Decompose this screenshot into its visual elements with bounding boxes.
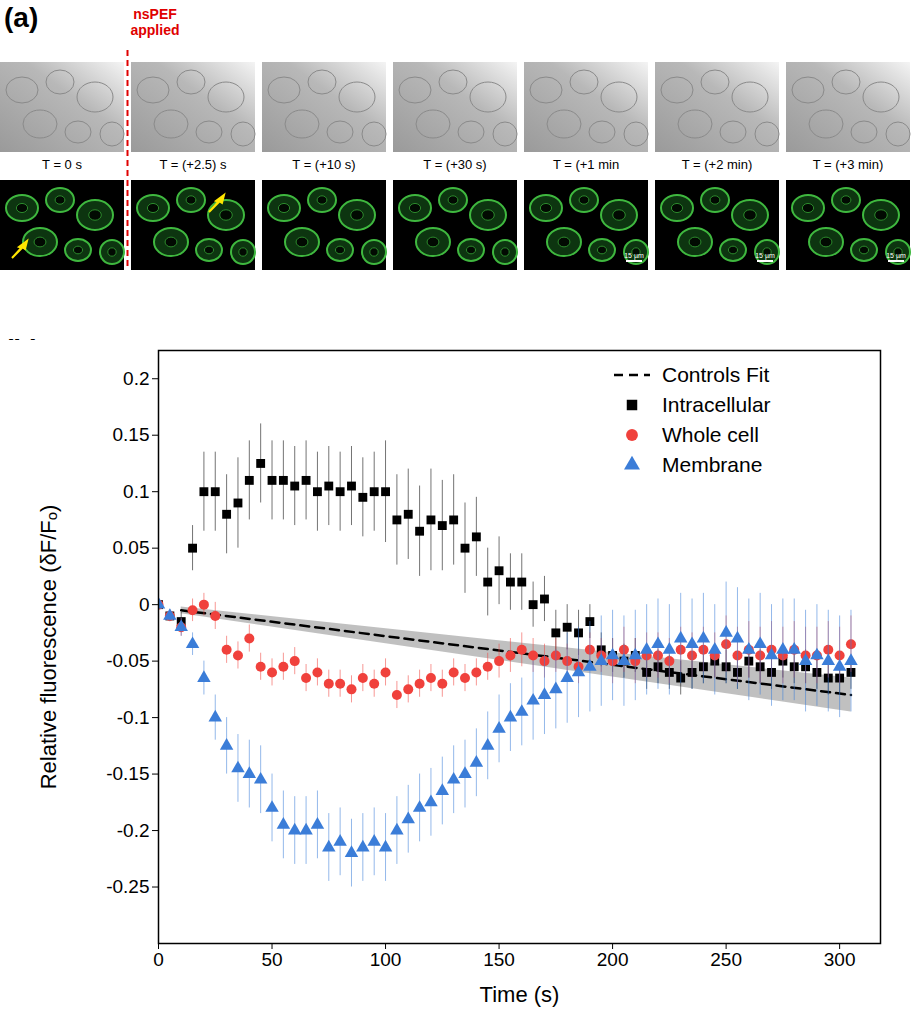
html-text:(b): (b) (4, 334, 40, 365)
svg-text:0: 0 (139, 594, 150, 615)
svg-text:Time (s): Time (s) (480, 982, 560, 1007)
html-text:(a): (a) (4, 2, 39, 33)
html-text:Intracellular: Intracellular (662, 393, 771, 416)
html-text:T = (+2 min): T = (+2 min) (681, 157, 753, 172)
svg-text:300: 300 (824, 949, 856, 970)
svg-text:0.1: 0.1 (123, 481, 149, 502)
html-text:Controls Fit: Controls Fit (662, 363, 770, 386)
html-text:T = (+2.5) s: T = (+2.5) s (159, 157, 227, 172)
svg-text:Relative fluorescence (δF/Fₒ): Relative fluorescence (δF/Fₒ) (36, 505, 61, 790)
html-text:nsPEF applied: nsPEF applied (130, 6, 180, 38)
svg-text:15 µm: 15 µm (624, 252, 644, 260)
svg-text:-0.15: -0.15 (106, 763, 149, 784)
svg-text:15 µm: 15 µm (755, 252, 775, 260)
svg-text:-0.2: -0.2 (117, 820, 150, 841)
svg-text:0.05: 0.05 (113, 537, 150, 558)
svg-text:150: 150 (483, 949, 515, 970)
html-text:Whole cell: Whole cell (662, 423, 759, 446)
svg-text:200: 200 (597, 949, 629, 970)
html-text:T = (+10 s): T = (+10 s) (292, 157, 356, 172)
svg-text:0.15: 0.15 (113, 424, 150, 445)
svg-text:250: 250 (710, 949, 742, 970)
svg-text:-0.25: -0.25 (106, 876, 149, 897)
html-text:T = (+3 min): T = (+3 min) (812, 157, 884, 172)
svg-text:-0.05: -0.05 (106, 650, 149, 671)
svg-text:0.2: 0.2 (123, 368, 149, 389)
svg-text:15 µm: 15 µm (886, 252, 906, 260)
html-text:Membrane: Membrane (662, 453, 763, 476)
html-text:T = (+30 s): T = (+30 s) (423, 157, 487, 172)
svg-text:50: 50 (261, 949, 282, 970)
html-text:T = (+1 min: T = (+1 min (552, 157, 620, 172)
svg-text:0: 0 (153, 949, 164, 970)
html-text:T = 0 s: T = 0 s (42, 157, 82, 172)
svg-text:100: 100 (370, 949, 402, 970)
svg-text:-0.1: -0.1 (117, 707, 150, 728)
